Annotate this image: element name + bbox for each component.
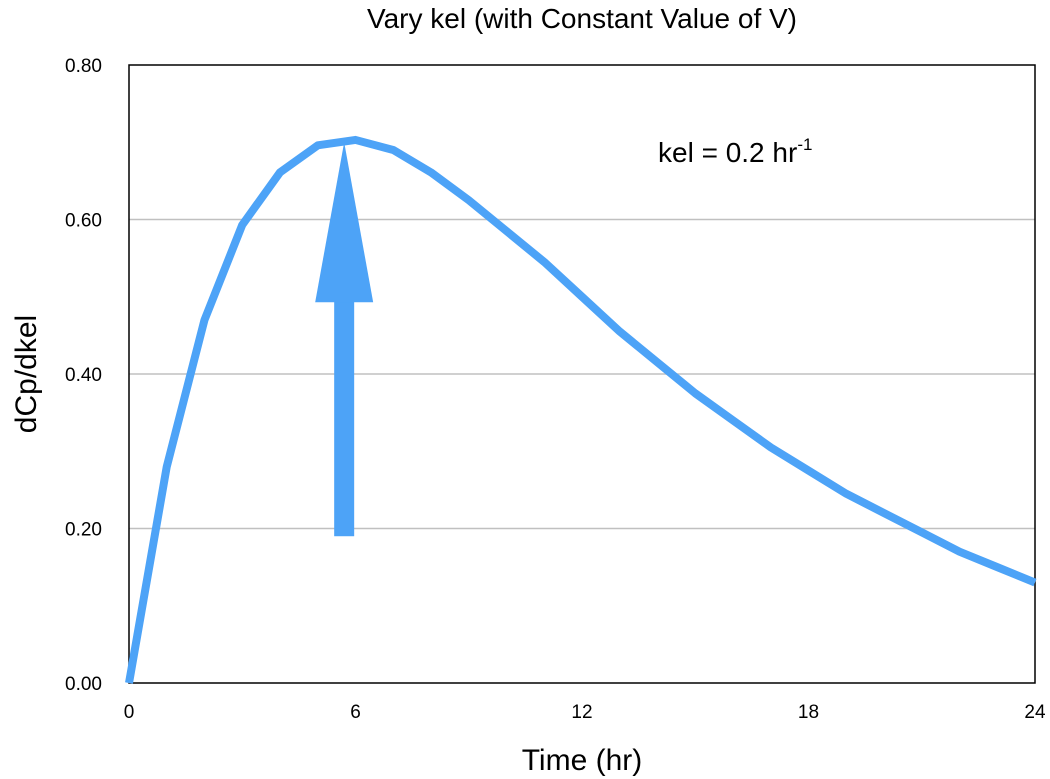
annotation-main: kel = 0.2 hr [658,137,797,168]
plot-frame [128,64,1036,684]
y-tick-label: 0.20 [65,520,102,541]
x-tick-label: 24 [1024,702,1046,723]
y-tick-label: 0.40 [65,365,102,386]
kel-annotation: kel = 0.2 hr-1 [658,135,812,168]
y-tick-label: 0.00 [65,674,102,695]
x-tick-label: 18 [798,702,819,723]
x-tick-label: 0 [124,702,135,723]
x-axis-ticks: 0 6 12 18 24 [124,702,1046,723]
gridlines [129,218,1035,530]
y-tick-label: 0.60 [65,211,102,232]
annotation-superscript: -1 [797,135,812,154]
x-tick-label: 6 [350,702,361,723]
arrow-shaft [334,300,355,537]
chart-title: Vary kel (with Constant Value of V) [367,3,797,34]
y-axis-ticks: 0.00 0.20 0.40 0.60 0.80 [65,56,102,695]
y-tick-label: 0.80 [65,56,102,77]
y-axis-label: dCp/dkel [10,315,43,433]
series-line [125,135,1037,684]
x-axis-label: Time (hr) [522,744,643,777]
x-tick-label: 12 [571,702,592,723]
arrow-head [315,142,374,303]
